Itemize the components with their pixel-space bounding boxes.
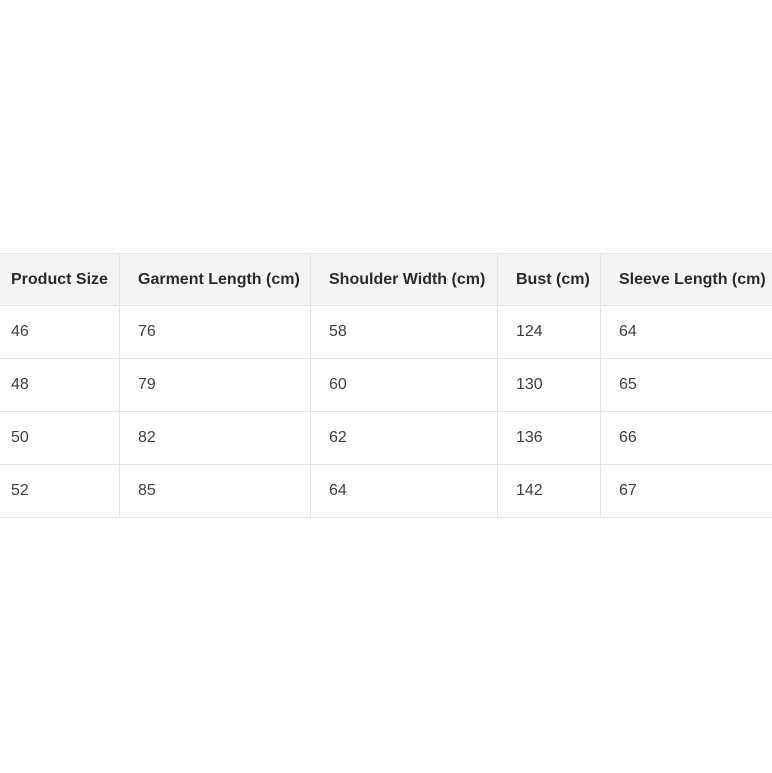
table-cell: 142 bbox=[497, 464, 601, 518]
table-header-row: Product Size Garment Length (cm) Shoulder … bbox=[0, 253, 772, 306]
table-cell: 62 bbox=[310, 411, 498, 465]
table-cell: 67 bbox=[600, 464, 772, 518]
table-cell: 52 bbox=[0, 464, 120, 518]
table-cell: 58 bbox=[310, 305, 498, 359]
table-cell: 64 bbox=[310, 464, 498, 518]
table-cell: 82 bbox=[119, 411, 311, 465]
table-row: 48 79 60 130 65 bbox=[0, 358, 772, 412]
column-header: Sleeve Length (cm) bbox=[600, 253, 772, 306]
table-cell: 64 bbox=[600, 305, 772, 359]
table-cell: 66 bbox=[600, 411, 772, 465]
table-cell: 50 bbox=[0, 411, 120, 465]
table-cell: 85 bbox=[119, 464, 311, 518]
column-header: Product Size bbox=[0, 253, 120, 306]
size-chart-table-wrapper: Product Size Garment Length (cm) Shoulder … bbox=[0, 253, 772, 518]
table-row: 46 76 58 124 64 bbox=[0, 305, 772, 359]
column-header: Shoulder Width (cm) bbox=[310, 253, 498, 306]
table-cell: 65 bbox=[600, 358, 772, 412]
table-cell: 79 bbox=[119, 358, 311, 412]
table-cell: 130 bbox=[497, 358, 601, 412]
table-cell: 76 bbox=[119, 305, 311, 359]
table-cell: 136 bbox=[497, 411, 601, 465]
size-chart-table: Product Size Garment Length (cm) Shoulder … bbox=[0, 253, 772, 518]
column-header: Bust (cm) bbox=[497, 253, 601, 306]
column-header: Garment Length (cm) bbox=[119, 253, 311, 306]
table-row: 52 85 64 142 67 bbox=[0, 464, 772, 518]
table-cell: 48 bbox=[0, 358, 120, 412]
table-row: 50 82 62 136 66 bbox=[0, 411, 772, 465]
table-body: 46 76 58 124 64 48 79 60 130 65 50 82 62 136 66 52 85 64 1… bbox=[0, 305, 772, 518]
table-cell: 60 bbox=[310, 358, 498, 412]
table-cell: 124 bbox=[497, 305, 601, 359]
table-cell: 46 bbox=[0, 305, 120, 359]
